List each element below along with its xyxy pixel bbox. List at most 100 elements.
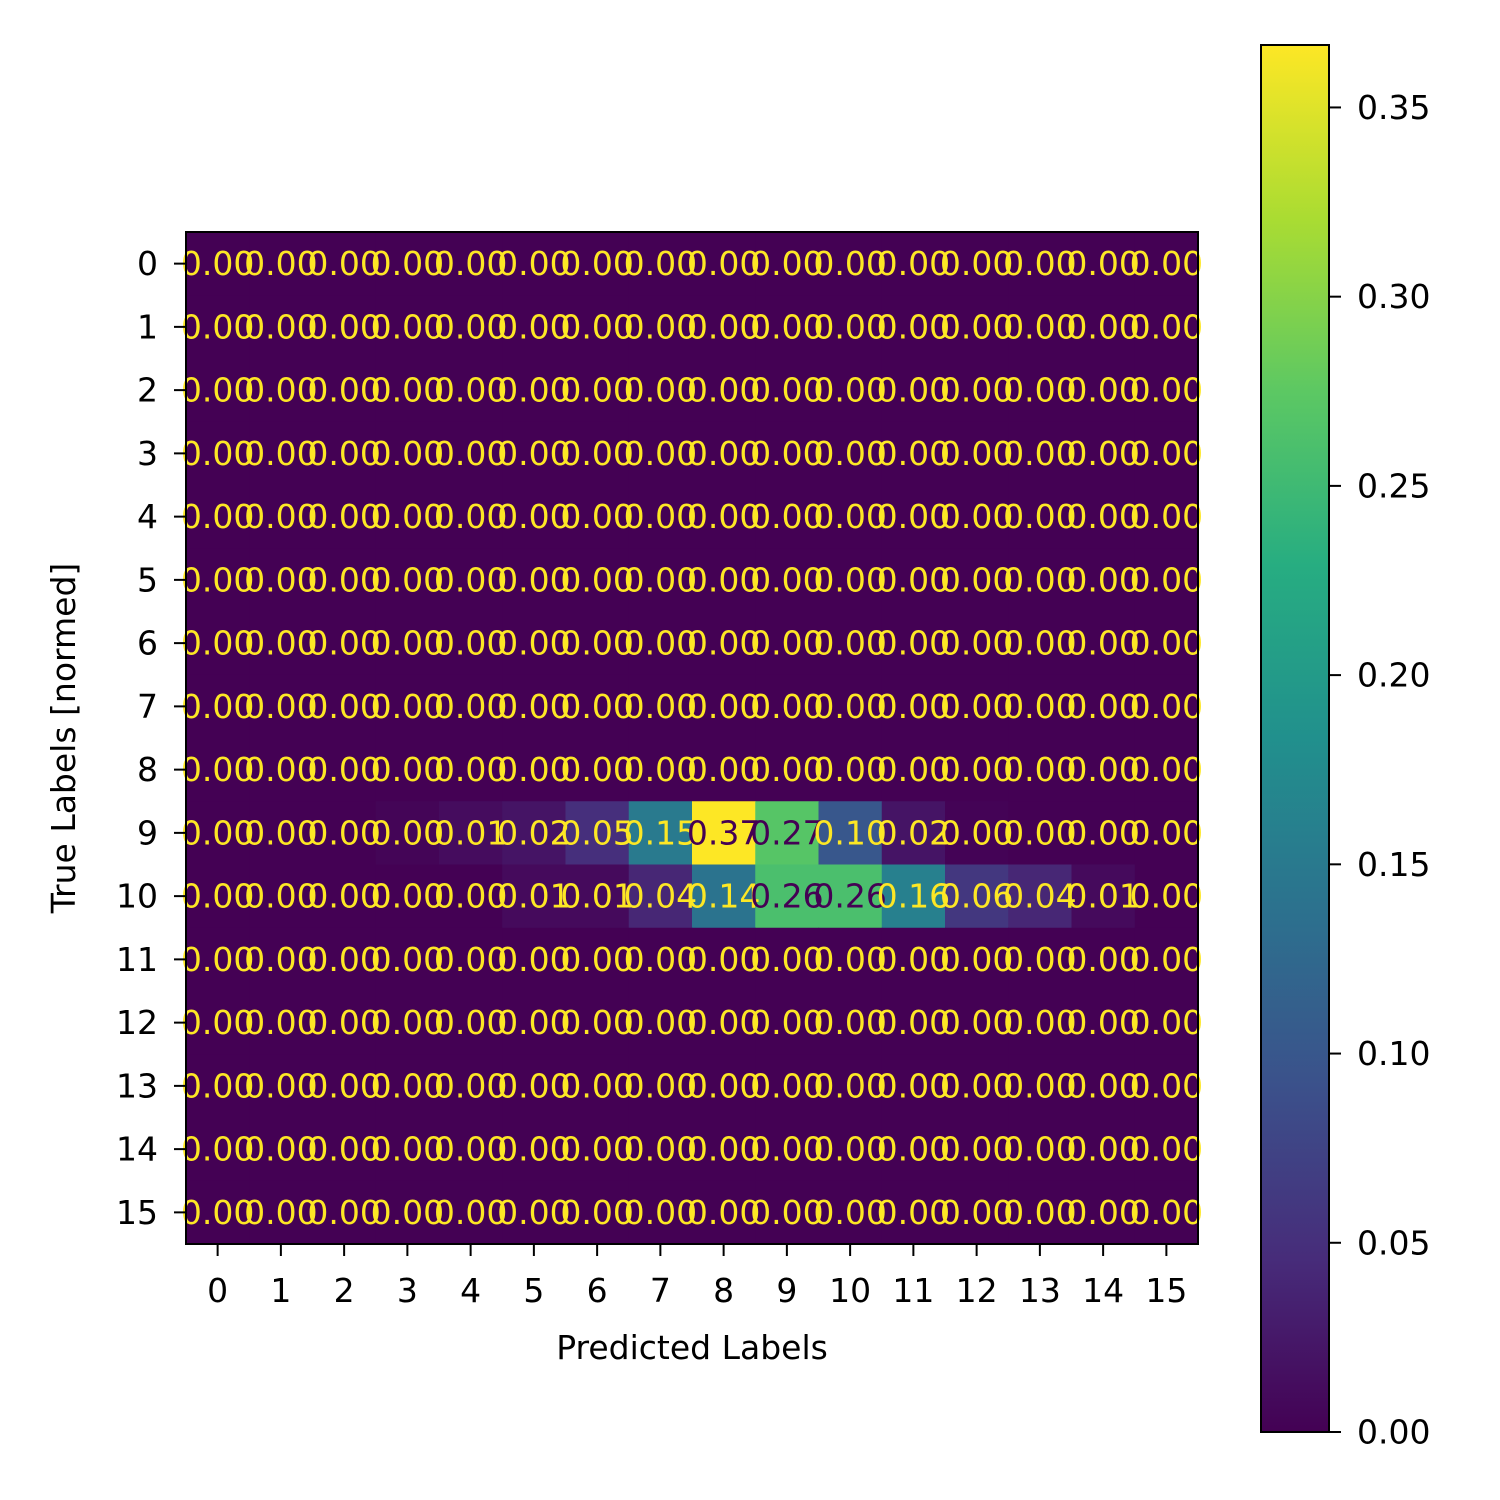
heatmap-cell-label: 0.00 — [1003, 307, 1076, 346]
heatmap-cell — [755, 358, 820, 423]
heatmap-cell — [1071, 674, 1136, 739]
heatmap-cell — [881, 991, 946, 1055]
heatmap-cell-label: 0.00 — [750, 560, 823, 599]
heatmap-cell-label: 0.00 — [687, 371, 760, 410]
heatmap-cell-label: 0.00 — [1130, 750, 1203, 789]
heatmap-cell — [1071, 1054, 1136, 1119]
heatmap-cell — [881, 548, 946, 613]
heatmap-cell — [502, 485, 567, 549]
colorbar-tick-label: 0.00 — [1357, 1413, 1430, 1452]
heatmap-cell — [818, 295, 883, 360]
heatmap-cell — [692, 991, 756, 1055]
heatmap-cell-label: 0.00 — [1130, 624, 1203, 663]
heatmap-cell-label: 0.00 — [371, 750, 444, 789]
heatmap-cell-label: 0.00 — [181, 560, 254, 599]
heatmap-cell-label: 0.00 — [307, 307, 380, 346]
heatmap-cell-label: 0.00 — [1130, 687, 1203, 726]
heatmap-cell — [755, 927, 820, 992]
heatmap-cell — [1071, 1117, 1136, 1182]
colorbar-tick-label: 0.20 — [1357, 656, 1430, 695]
x-tick-label: 15 — [1145, 1271, 1187, 1310]
heatmap-cell — [186, 1117, 250, 1182]
heatmap-cell — [439, 232, 503, 296]
heatmap-cell — [439, 1180, 503, 1245]
heatmap-cell-label: 0.00 — [560, 497, 633, 536]
heatmap-cell-label: 0.00 — [687, 1193, 760, 1232]
heatmap-cell-label: 0.06 — [940, 877, 1013, 916]
heatmap-cell-label: 0.00 — [497, 750, 570, 789]
heatmap-cell — [565, 421, 630, 486]
x-tick-label: 5 — [523, 1271, 544, 1310]
heatmap-cell — [1008, 295, 1073, 360]
heatmap-cell-label: 0.00 — [244, 877, 317, 916]
plot-frame — [185, 231, 1199, 1245]
heatmap-cell-labels: 0.00 0.00 0.00 0.00 0.00 0.00 0.00 0.00 0.00 0.00… — [181, 244, 1203, 1232]
heatmap-cell-label: 0.00 — [813, 497, 886, 536]
heatmap-cell — [945, 991, 1009, 1055]
heatmap-cell-label: 0.00 — [750, 1066, 823, 1105]
heatmap-cell-label: 0.00 — [940, 940, 1013, 979]
heatmap-cell — [692, 421, 756, 486]
heatmap-cell — [502, 358, 567, 423]
heatmap-cell — [945, 232, 1009, 296]
heatmap-cell-label: 0.00 — [307, 497, 380, 536]
heatmap-cell — [375, 358, 440, 423]
heatmap-cell-label: 0.00 — [1003, 1130, 1076, 1169]
heatmap-cell-label: 0.00 — [1003, 1066, 1076, 1105]
heatmap-cell — [881, 1180, 946, 1245]
colorbar-tick-label: 0.15 — [1357, 845, 1430, 884]
heatmap-cell-label: 0.01 — [434, 813, 507, 852]
heatmap-cell — [565, 991, 630, 1055]
heatmap-cell-label: 0.00 — [560, 434, 633, 473]
heatmap-cell — [186, 358, 250, 423]
heatmap-cell — [818, 1054, 883, 1119]
heatmap-cell-label: 0.00 — [750, 940, 823, 979]
heatmap-cell — [628, 801, 693, 866]
heatmap-cell — [881, 295, 946, 360]
heatmap-cell — [881, 674, 946, 739]
heatmap-cell — [755, 674, 820, 739]
heatmap-cell — [818, 548, 883, 613]
heatmap-cell-label: 0.00 — [877, 750, 950, 789]
heatmap-cell-label: 0.00 — [1066, 1066, 1139, 1105]
heatmap-cell — [439, 485, 503, 549]
heatmap-cell-label: 0.00 — [497, 687, 570, 726]
heatmap-cell-label: 0.00 — [1003, 624, 1076, 663]
heatmap-cell-label: 0.00 — [750, 307, 823, 346]
heatmap-cell — [439, 1117, 503, 1182]
heatmap-cell — [628, 232, 693, 296]
heatmap-cell — [755, 611, 820, 676]
x-tick-label: 2 — [334, 1271, 355, 1310]
heatmap-cell-label: 0.00 — [560, 1066, 633, 1105]
heatmap-cell-label: 0.00 — [1130, 244, 1203, 283]
heatmap-cell-label: 0.00 — [181, 877, 254, 916]
x-tick-label: 1 — [270, 1271, 291, 1310]
heatmap-cell-label: 0.01 — [497, 877, 570, 916]
heatmap-cell-label: 0.00 — [560, 750, 633, 789]
heatmap-cell-label: 0.00 — [877, 434, 950, 473]
heatmap-cell-label: 0.00 — [687, 750, 760, 789]
heatmap-cell-label: 0.00 — [813, 371, 886, 410]
heatmap-cell-label: 0.00 — [181, 940, 254, 979]
y-tick-label: 13 — [116, 1066, 158, 1105]
heatmap-cell-label: 0.00 — [940, 434, 1013, 473]
heatmap-cell — [945, 548, 1009, 613]
heatmap-cell — [186, 295, 250, 360]
heatmap-cell — [1071, 611, 1136, 676]
heatmap-cell-label: 0.00 — [560, 371, 633, 410]
heatmap-cell-label: 0.00 — [624, 307, 697, 346]
heatmap-cell-label: 0.00 — [1066, 1003, 1139, 1042]
heatmap-cell-label: 0.00 — [940, 624, 1013, 663]
heatmap-cell-label: 0.00 — [877, 940, 950, 979]
heatmap-cell-label: 0.00 — [560, 1130, 633, 1169]
heatmap-cell — [1008, 358, 1073, 423]
heatmap-cell-label: 0.00 — [560, 560, 633, 599]
heatmap-cell-label: 0.00 — [877, 244, 950, 283]
heatmap-cell-label: 0.00 — [1130, 1130, 1203, 1169]
heatmap-cell-label: 0.00 — [813, 687, 886, 726]
heatmap-cell-label: 0.02 — [877, 813, 950, 852]
heatmap-cell-label: 0.00 — [813, 1130, 886, 1169]
heatmap-cell — [312, 421, 377, 486]
heatmap-cell-label: 0.00 — [434, 877, 507, 916]
